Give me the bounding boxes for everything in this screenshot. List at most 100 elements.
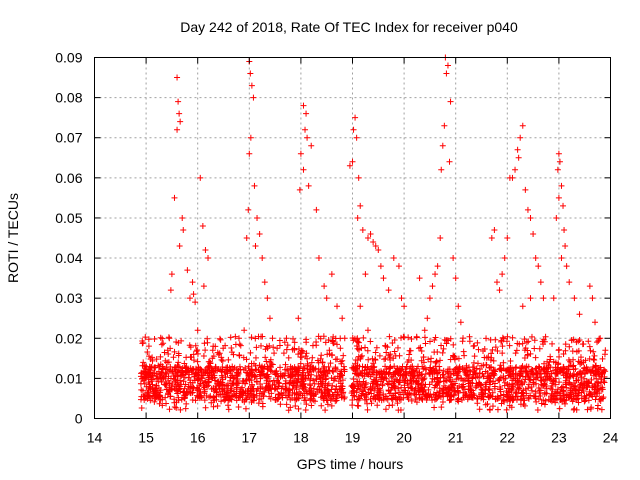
- data-point: [315, 369, 322, 376]
- data-point: [208, 369, 215, 376]
- data-point: [537, 279, 544, 286]
- data-point: [541, 360, 548, 367]
- data-point: [537, 393, 544, 400]
- data-point: [317, 394, 324, 401]
- chart-title: Day 242 of 2018, Rate Of TEC Index for r…: [180, 19, 518, 35]
- data-point: [451, 356, 458, 363]
- data-point: [368, 400, 375, 407]
- data-point: [599, 384, 606, 391]
- data-point: [556, 379, 563, 386]
- data-point: [376, 352, 383, 359]
- data-point: [357, 202, 364, 209]
- data-point: [303, 401, 310, 408]
- data-point: [167, 287, 174, 294]
- data-point: [138, 370, 145, 377]
- data-point: [532, 354, 539, 361]
- data-point: [323, 295, 330, 302]
- data-point: [597, 335, 604, 342]
- data-point: [512, 350, 519, 357]
- data-point: [323, 367, 330, 374]
- y-tick-label: 0.01: [55, 370, 82, 386]
- data-point: [389, 339, 396, 346]
- data-point: [598, 374, 605, 381]
- data-point: [173, 339, 180, 346]
- data-point: [396, 379, 403, 386]
- data-point: [305, 182, 312, 189]
- data-point: [560, 202, 567, 209]
- data-point: [439, 349, 446, 356]
- data-point: [476, 393, 483, 400]
- data-point: [192, 299, 199, 306]
- data-point: [202, 247, 209, 254]
- data-point: [406, 381, 413, 388]
- data-point: [153, 356, 160, 363]
- data-point: [302, 406, 309, 413]
- data-point: [391, 378, 398, 385]
- data-point: [334, 303, 341, 310]
- data-point: [379, 374, 386, 381]
- data-point: [465, 380, 472, 387]
- data-point: [490, 378, 497, 385]
- data-point: [256, 390, 263, 397]
- data-point: [161, 381, 168, 388]
- data-point: [189, 279, 196, 286]
- data-point: [496, 365, 503, 372]
- data-point: [139, 375, 146, 382]
- data-point: [200, 353, 207, 360]
- data-point: [576, 311, 583, 318]
- data-point: [370, 239, 377, 246]
- data-point: [496, 287, 503, 294]
- data-point: [168, 382, 175, 389]
- data-point: [591, 357, 598, 364]
- data-point: [586, 391, 593, 398]
- data-point: [471, 367, 478, 374]
- data-point: [141, 391, 148, 398]
- data-point: [180, 378, 187, 385]
- data-point: [181, 385, 188, 392]
- data-point: [552, 370, 559, 377]
- data-point: [242, 405, 249, 412]
- data-point: [269, 335, 276, 342]
- data-point: [210, 353, 217, 360]
- data-point: [339, 315, 346, 322]
- data-point: [530, 381, 537, 388]
- data-point: [500, 391, 507, 398]
- data-point: [236, 351, 243, 358]
- data-point: [581, 375, 588, 382]
- data-point: [562, 243, 569, 250]
- data-point: [534, 370, 541, 377]
- data-point: [341, 335, 348, 342]
- data-point: [531, 337, 538, 344]
- data-point: [554, 166, 561, 173]
- data-point: [319, 390, 326, 397]
- data-point: [330, 340, 337, 347]
- data-point: [277, 364, 284, 371]
- data-point: [217, 380, 224, 387]
- data-point: [478, 389, 485, 396]
- data-point: [349, 382, 356, 389]
- data-point: [485, 354, 492, 361]
- data-point: [513, 347, 520, 354]
- data-point: [267, 385, 274, 392]
- data-point: [237, 342, 244, 349]
- data-point: [239, 389, 246, 396]
- data-point: [352, 356, 359, 363]
- data-point: [382, 406, 389, 413]
- data-point: [445, 390, 452, 397]
- data-point: [218, 356, 225, 363]
- data-point: [274, 345, 281, 352]
- data-point: [447, 335, 454, 342]
- data-point: [235, 335, 242, 342]
- data-point: [528, 366, 535, 373]
- data-point: [346, 162, 353, 169]
- data-point: [474, 339, 481, 346]
- data-point: [364, 363, 371, 370]
- data-point: [512, 370, 519, 377]
- data-point: [571, 370, 578, 377]
- data-point: [204, 335, 211, 342]
- data-point: [543, 365, 550, 372]
- data-point: [350, 376, 357, 383]
- data-point: [137, 396, 144, 403]
- data-point: [282, 386, 289, 393]
- data-point: [370, 376, 377, 383]
